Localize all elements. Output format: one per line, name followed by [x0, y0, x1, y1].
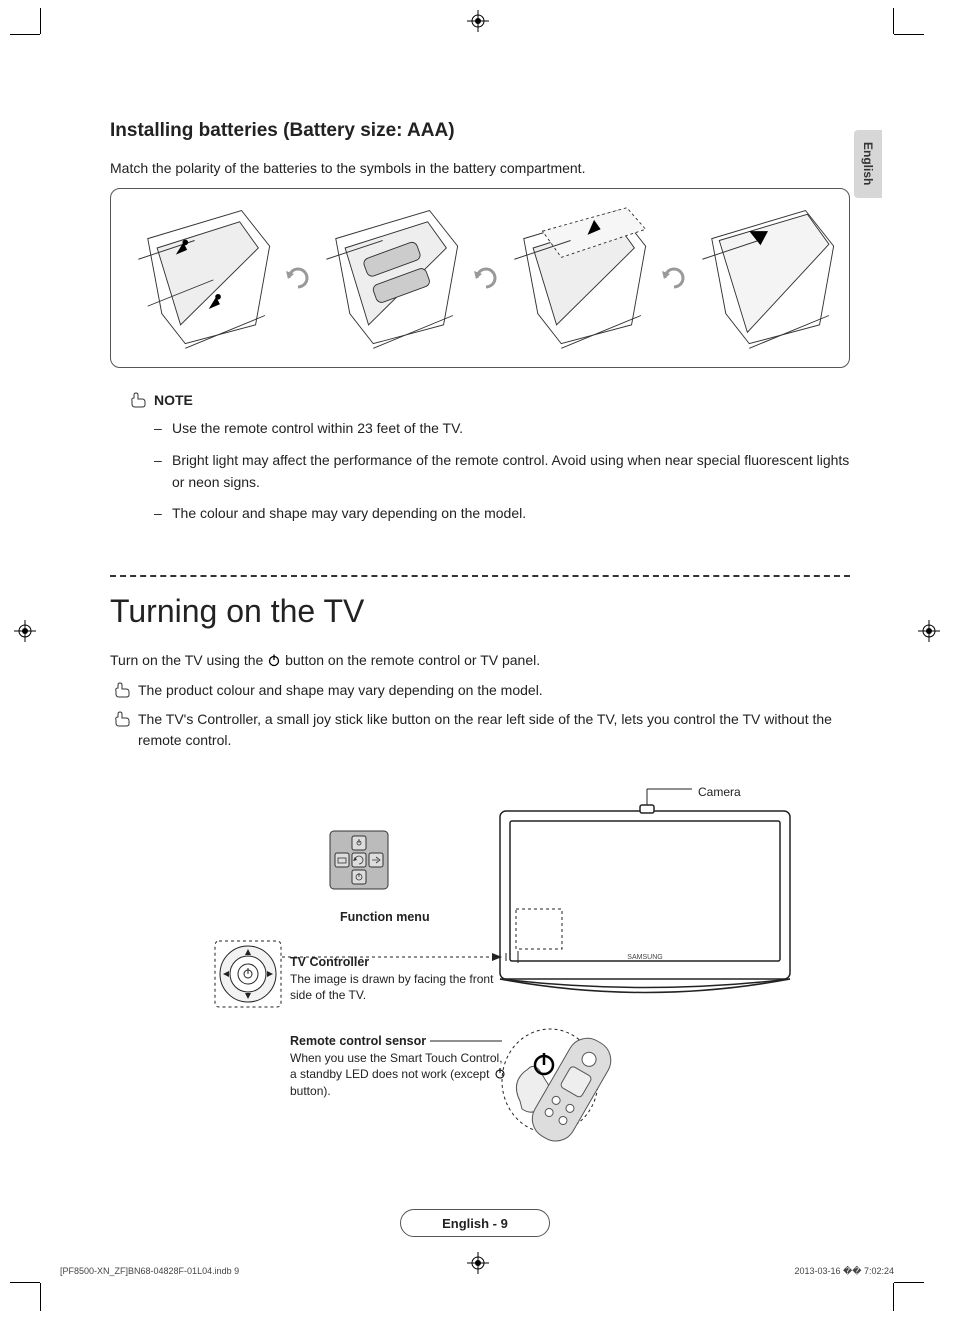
step-arrow-icon	[473, 265, 499, 291]
callout-tv-controller: TV Controller The image is drawn by faci…	[290, 954, 500, 1003]
callout-camera: Camera	[698, 784, 741, 800]
step-arrow-icon	[285, 265, 311, 291]
section-heading-turning-on: Turning on the TV	[110, 593, 850, 630]
page-number-label: English - 9	[442, 1216, 508, 1231]
print-timestamp: 2013-03-16 �� 7:02:24	[794, 1266, 894, 1277]
note-list: Use the remote control within 23 feet of…	[154, 418, 850, 525]
callout-title: Remote control sensor	[290, 1033, 510, 1050]
bullet-item: The TV's Controller, a small joy stick l…	[114, 709, 850, 751]
page-content: Installing batteries (Battery size: AAA)…	[110, 120, 850, 1161]
language-tab-label: English	[861, 142, 875, 185]
bullet-text: The product colour and shape may vary de…	[138, 682, 543, 698]
callout-title: TV Controller	[290, 954, 500, 971]
note-item: Bright light may affect the performance …	[154, 450, 850, 493]
battery-step-2	[317, 203, 467, 353]
registration-mark-icon	[467, 10, 489, 32]
print-metadata: [PF8500-XN_ZF]BN68-04828F-01L04.indb 9 2…	[60, 1266, 894, 1277]
note-hand-icon	[130, 392, 146, 408]
note-item: Use the remote control within 23 feet of…	[154, 418, 850, 440]
callout-function-menu: Function menu	[340, 909, 430, 926]
battery-install-figure	[110, 188, 850, 368]
crop-mark	[40, 1283, 41, 1311]
crop-mark	[894, 34, 924, 35]
turn-on-bullets: The product colour and shape may vary de…	[114, 680, 850, 751]
bullet-item: The product colour and shape may vary de…	[114, 680, 850, 701]
intro-before: Turn on the TV using the	[110, 652, 267, 668]
crop-mark	[893, 8, 894, 34]
callout-remote-sensor: Remote control sensor When you use the S…	[290, 1033, 510, 1098]
callout-desc: The image is drawn by facing the front s…	[290, 971, 500, 1003]
callout-text: button).	[290, 1084, 331, 1098]
bullet-text: The TV's Controller, a small joy stick l…	[138, 711, 832, 748]
turn-on-intro: Turn on the TV using the button on the r…	[110, 650, 850, 670]
note-item: The colour and shape may vary depending …	[154, 503, 850, 525]
crop-mark	[10, 34, 40, 35]
callout-desc: When you use the Smart Touch Control, a …	[290, 1050, 510, 1099]
battery-step-1	[129, 203, 279, 353]
note-heading: NOTE	[130, 392, 850, 408]
crop-mark	[893, 1283, 894, 1311]
note-hand-icon	[114, 711, 130, 727]
callout-text: When you use the Smart Touch Control, a …	[290, 1051, 503, 1081]
language-tab: English	[854, 130, 882, 198]
registration-mark-icon	[14, 620, 36, 642]
battery-step-3	[505, 203, 655, 353]
tv-brand-label: SAMSUNG	[627, 954, 662, 961]
registration-mark-icon	[918, 620, 940, 642]
battery-step-4	[693, 203, 843, 353]
step-arrow-icon	[661, 265, 687, 291]
note-hand-icon	[114, 682, 130, 698]
power-icon	[267, 652, 281, 666]
note-label: NOTE	[154, 392, 193, 408]
crop-mark	[894, 1282, 924, 1283]
tv-figure: SAMSUNG	[130, 781, 830, 1161]
intro-after: button on the remote control or TV panel…	[281, 652, 540, 668]
section-divider	[110, 575, 850, 577]
page-footer-badge: English - 9	[400, 1209, 550, 1237]
batteries-intro: Match the polarity of the batteries to t…	[110, 158, 850, 178]
section-heading-batteries: Installing batteries (Battery size: AAA)	[110, 120, 850, 142]
power-icon	[493, 1066, 507, 1080]
crop-mark	[40, 8, 41, 34]
crop-mark	[10, 1282, 40, 1283]
print-filename: [PF8500-XN_ZF]BN68-04828F-01L04.indb 9	[60, 1266, 239, 1277]
